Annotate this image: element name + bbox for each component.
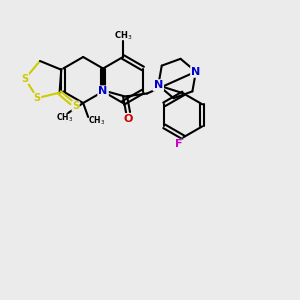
Text: CH$_3$: CH$_3$ [56,112,73,124]
Text: S: S [34,93,41,103]
Text: CH$_3$: CH$_3$ [88,115,105,127]
Text: N: N [191,67,200,77]
Text: S: S [22,74,29,83]
Text: O: O [123,113,133,124]
Text: CH$_3$: CH$_3$ [114,30,132,42]
Text: S: S [72,101,79,111]
Text: N: N [154,80,163,90]
Text: N: N [98,86,108,97]
Text: F: F [175,139,182,149]
